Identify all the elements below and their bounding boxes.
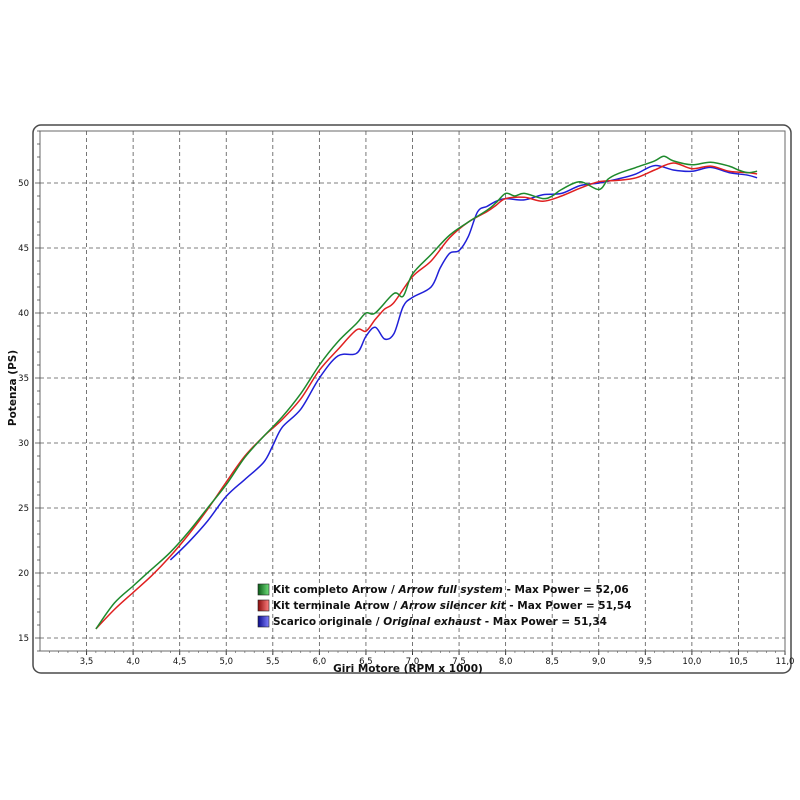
legend-entry-max-power: - Max Power = 51,54 xyxy=(506,600,632,612)
series-line-original-exhaust xyxy=(169,164,758,561)
legend-entry-label: Scarico originale / xyxy=(273,616,383,628)
legend-entry: Scarico originale / Original exhaust - M… xyxy=(273,616,607,628)
x-tick-label: 9,5 xyxy=(639,657,653,667)
legend-entry-label: Kit completo Arrow / xyxy=(273,584,398,596)
series-line-full-system xyxy=(95,155,758,630)
x-tick-label: 3,5 xyxy=(80,657,94,667)
x-tick-label: 11,0 xyxy=(776,657,795,667)
x-tick-label: 6,0 xyxy=(313,657,327,667)
y-tick-label: 40 xyxy=(18,309,29,319)
legend-swatch xyxy=(257,583,270,596)
legend-entry-label-english: Original exhaust xyxy=(383,616,482,628)
x-tick-label: 10,0 xyxy=(682,657,701,667)
y-tick-label: 15 xyxy=(18,634,29,644)
y-tick-label: 25 xyxy=(18,504,29,514)
y-tick-label: 30 xyxy=(18,439,29,449)
legend-entry-max-power: - Max Power = 52,06 xyxy=(503,584,629,596)
x-tick-label: 7,5 xyxy=(452,657,466,667)
x-tick-label: 6,5 xyxy=(359,657,373,667)
x-tick-label: 4,5 xyxy=(173,657,187,667)
series-layer xyxy=(95,155,758,630)
legend-swatch xyxy=(257,615,270,628)
legend-entry: Kit terminale Arrow / Arrow silencer kit… xyxy=(273,600,632,612)
legend: Kit completo Arrow / Arrow full system -… xyxy=(257,583,632,628)
y-axis-label: Potenza (PS) xyxy=(7,350,19,426)
x-tick-label: 8,0 xyxy=(499,657,513,667)
y-axis: 15 20 25 30 35 40 45 50 xyxy=(18,130,40,652)
x-axis: 3,5 4,0 4,5 5,0 5,5 6,0 6,5 7,0 7,5 8,0 8,5 9,0 9,5 1… xyxy=(49,651,794,667)
legend-entry-label-english: Arrow silencer kit xyxy=(400,600,507,612)
grid-lines xyxy=(40,131,785,651)
y-tick-label: 35 xyxy=(18,374,29,384)
legend-entry-label: Kit terminale Arrow / xyxy=(273,600,401,612)
y-tick-label: 20 xyxy=(18,569,29,579)
x-tick-label: 9,0 xyxy=(592,657,606,667)
y-tick-label: 50 xyxy=(18,179,29,189)
x-tick-label: 5,5 xyxy=(266,657,280,667)
legend-entry: Kit completo Arrow / Arrow full system -… xyxy=(273,584,629,596)
legend-swatch xyxy=(257,599,270,612)
x-tick-label: 5,0 xyxy=(219,657,233,667)
x-axis-label: Giri Motore (RPM x 1000) xyxy=(333,663,483,675)
x-tick-label: 8,5 xyxy=(545,657,559,667)
x-tick-label: 4,0 xyxy=(126,657,140,667)
x-tick-label: 10,5 xyxy=(729,657,748,667)
x-tick-label: 7,0 xyxy=(406,657,420,667)
y-tick-label: 45 xyxy=(18,244,29,254)
legend-entry-max-power: - Max Power = 51,34 xyxy=(481,616,607,628)
legend-entry-label-english: Arrow full system xyxy=(397,584,502,596)
